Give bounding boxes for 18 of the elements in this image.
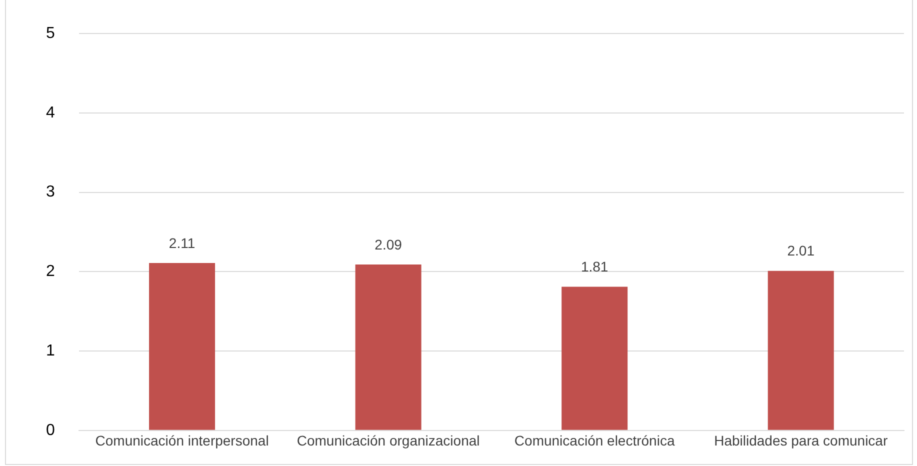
y-tick-label: 0	[46, 422, 55, 439]
bar	[355, 264, 422, 430]
bar	[768, 270, 834, 430]
bar	[149, 262, 216, 430]
y-tick-label: 4	[46, 104, 55, 122]
data-label: 2.01	[787, 242, 815, 259]
x-tick-label: Comunicación interpersonal	[95, 432, 269, 449]
y-tick-label: 2	[46, 263, 55, 280]
x-tick-label: Comunicación organizacional	[296, 432, 480, 449]
data-label: 2.11	[168, 234, 196, 251]
x-tick-label: Habilidades para comunicar	[714, 432, 888, 449]
data-label: 2.09	[374, 236, 402, 252]
y-tick-label: 3	[46, 184, 55, 201]
y-tick-label: 1	[46, 342, 55, 360]
data-label: 1.81	[580, 258, 608, 275]
x-tick-label: Comunicación electrónica	[514, 432, 675, 449]
y-tick-label: 5	[46, 25, 55, 42]
bar	[562, 286, 628, 430]
